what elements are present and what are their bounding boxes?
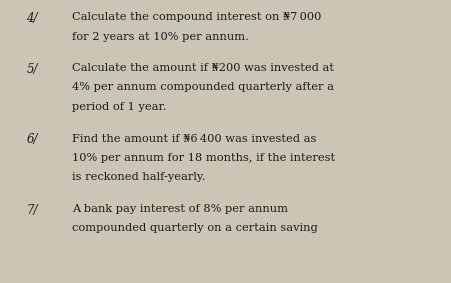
Text: Calculate the amount if ₦200 was invested at: Calculate the amount if ₦200 was investe… bbox=[72, 63, 333, 73]
Text: 6/: 6/ bbox=[27, 134, 38, 147]
Text: period of 1 year.: period of 1 year. bbox=[72, 102, 166, 112]
Text: Calculate the compound interest on ₦7 000: Calculate the compound interest on ₦7 00… bbox=[72, 12, 321, 22]
Text: 5/: 5/ bbox=[27, 63, 38, 76]
Text: 4% per annum compounded quarterly after a: 4% per annum compounded quarterly after … bbox=[72, 83, 333, 93]
Text: 4/: 4/ bbox=[27, 12, 38, 25]
Text: 7/: 7/ bbox=[27, 204, 38, 217]
Text: is reckoned half-yearly.: is reckoned half-yearly. bbox=[72, 173, 205, 183]
Text: for 2 years at 10% per annum.: for 2 years at 10% per annum. bbox=[72, 31, 249, 42]
Text: A bank pay interest of 8% per annum: A bank pay interest of 8% per annum bbox=[72, 204, 287, 214]
Text: compounded quarterly on a certain saving: compounded quarterly on a certain saving bbox=[72, 224, 317, 233]
Text: Find the amount if ₦6 400 was invested as: Find the amount if ₦6 400 was invested a… bbox=[72, 134, 316, 143]
Text: 10% per annum for 18 months, if the interest: 10% per annum for 18 months, if the inte… bbox=[72, 153, 334, 163]
